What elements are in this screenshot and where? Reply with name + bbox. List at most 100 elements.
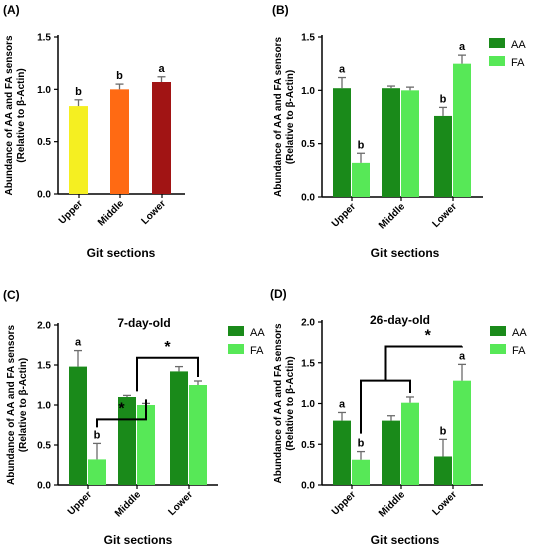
y-axis-label: (Relative to β-Actin): [285, 70, 296, 164]
chart-panel: (B) 0.0 0.5 1.0 1.5 Abundance of AA and FA se…: [272, 3, 526, 260]
bar: [333, 420, 351, 485]
x-tick-label: Lower: [431, 489, 460, 518]
legend-swatch: [490, 326, 506, 336]
chart-panel: (A) 0.0 0.5 1.0 1.5 Abundance of AA and FA se…: [3, 3, 185, 260]
y-tick-label: 0.5: [301, 440, 315, 451]
bar: [69, 366, 87, 485]
y-tick-label: 1.0: [37, 401, 51, 412]
x-tick-label: Lower: [167, 489, 196, 518]
y-tick-label: 1.5: [37, 33, 51, 44]
legend-swatch: [490, 344, 506, 354]
bar: [401, 90, 419, 197]
significance-letter: a: [339, 64, 346, 76]
significance-letter: b: [440, 93, 447, 105]
y-tick-label: 1.5: [37, 361, 51, 372]
legend-swatch: [228, 326, 244, 336]
y-tick-label: 2.0: [37, 321, 51, 332]
y-tick-label: 1.0: [301, 86, 315, 97]
x-tick-label: Upper: [330, 489, 358, 517]
bar: [152, 82, 171, 194]
x-axis-label: Git sections: [104, 533, 173, 547]
significance-star: *: [164, 339, 171, 356]
bar: [453, 380, 471, 485]
x-tick-label: Upper: [57, 198, 85, 226]
bar: [69, 106, 88, 194]
legend-label: FA: [512, 345, 526, 357]
y-tick-label: 0.5: [37, 137, 51, 148]
bar: [401, 402, 419, 485]
bar: [88, 459, 106, 485]
y-axis-label: (Relative to β-Actin): [285, 356, 296, 450]
y-axis-label: (Relative to β-Actin): [18, 358, 29, 452]
significance-letter: b: [116, 70, 123, 82]
bar: [352, 459, 370, 485]
bar: [434, 115, 452, 197]
significance-letter: b: [75, 86, 82, 98]
y-axis-label: (Relative to β-Actin): [16, 68, 27, 162]
legend-label: AA: [511, 39, 526, 51]
panel-label: (C): [3, 288, 20, 302]
bar: [170, 371, 188, 485]
legend-label: FA: [511, 57, 525, 69]
x-tick-label: Middle: [113, 489, 143, 519]
significance-letter: b: [358, 139, 365, 151]
legend-label: FA: [250, 345, 264, 357]
x-tick-label: Middle: [377, 489, 407, 519]
bar: [382, 88, 400, 197]
x-tick-label: Lower: [431, 201, 460, 230]
y-tick-label: 0.0: [301, 193, 315, 204]
significance-letter: a: [459, 41, 466, 53]
x-axis-label: Git sections: [371, 533, 440, 547]
panel-label: (B): [272, 3, 289, 17]
y-tick-label: 0.5: [37, 441, 51, 452]
significance-letter: a: [459, 350, 466, 362]
significance-star: *: [118, 400, 125, 417]
panel-label: (D): [270, 287, 287, 301]
legend-swatch: [228, 344, 244, 354]
significance-star: *: [425, 327, 432, 344]
legend-label: AA: [512, 327, 527, 339]
y-tick-label: 0.0: [37, 481, 51, 492]
y-axis-label: Abundance of AA and FA sensors: [6, 325, 17, 485]
y-tick-label: 1.5: [301, 33, 315, 44]
y-tick-label: 0.0: [37, 190, 51, 201]
bar: [333, 88, 351, 197]
bar: [352, 162, 370, 197]
significance-letter: b: [440, 425, 447, 437]
legend-swatch: [489, 38, 505, 48]
x-axis-label: Git sections: [87, 246, 156, 260]
significance-letter: a: [158, 63, 165, 75]
y-tick-label: 1.0: [37, 85, 51, 96]
y-axis-label: Abundance of AA and FA sensors: [273, 323, 284, 483]
x-tick-label: Middle: [96, 198, 126, 228]
y-tick-label: 1.5: [301, 358, 315, 369]
y-axis-label: Abundance of AA and FA sensors: [273, 37, 284, 197]
x-tick-label: Middle: [377, 201, 407, 231]
significance-bracket: [96, 399, 147, 428]
significance-letter: b: [358, 438, 365, 450]
bar: [137, 405, 155, 485]
chart-title: 26-day-old: [370, 313, 430, 327]
significance-letter: b: [94, 429, 101, 441]
significance-letter: a: [75, 337, 82, 349]
legend-label: AA: [250, 327, 265, 339]
significance-bracket: [136, 356, 199, 392]
chart-panel: (C) 7-day-old 0.0 0.5 1.0 1.5 2.0 Abundance of …: [3, 288, 265, 547]
x-tick-label: Lower: [140, 198, 169, 227]
chart-panel: (D) 26-day-old 0.0 0.5 1.0 1.5 2.0 Abundance of…: [270, 287, 527, 547]
significance-bracket: [384, 345, 463, 381]
chart-title: 7-day-old: [117, 316, 170, 330]
y-tick-label: 0.5: [301, 139, 315, 150]
bar: [453, 63, 471, 197]
x-axis-label: Git sections: [371, 246, 440, 260]
y-axis-label: Abundance of AA and FA sensors: [4, 35, 15, 195]
bar: [434, 456, 452, 485]
bar: [189, 385, 207, 485]
bar: [382, 420, 400, 485]
panel-label: (A): [3, 3, 20, 17]
significance-letter: a: [339, 398, 346, 410]
y-tick-label: 1.0: [301, 399, 315, 410]
bar: [110, 89, 129, 194]
